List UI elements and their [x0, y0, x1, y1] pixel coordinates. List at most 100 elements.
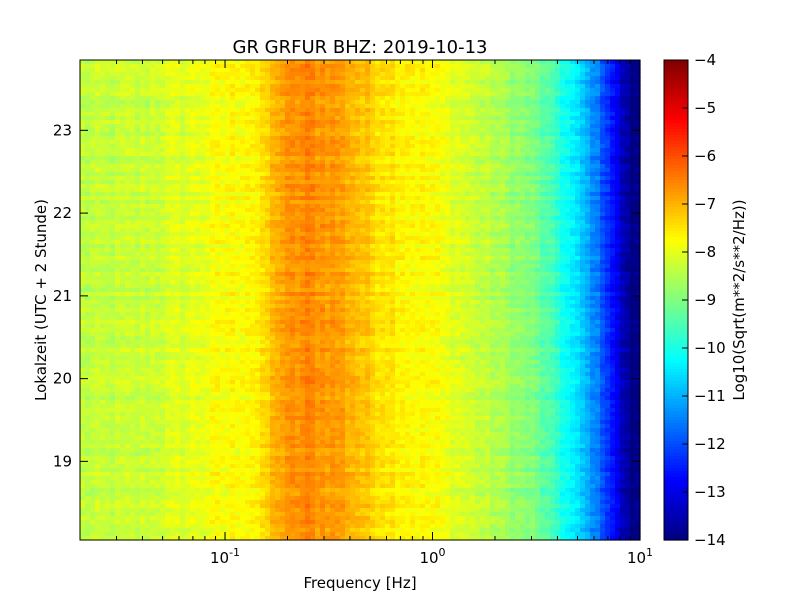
heatmap-cell — [630, 148, 636, 153]
heatmap-cell — [90, 184, 96, 189]
heatmap-cell — [470, 188, 476, 193]
heatmap-cell — [115, 112, 121, 117]
heatmap-cell — [365, 92, 371, 97]
heatmap-cell — [395, 200, 401, 205]
heatmap-cell — [240, 84, 246, 89]
heatmap-cell — [425, 208, 431, 213]
heatmap-cell — [160, 64, 166, 69]
heatmap-cell — [445, 84, 451, 89]
heatmap-cell — [180, 228, 186, 233]
heatmap-cell — [500, 84, 506, 89]
heatmap-cell — [270, 72, 276, 77]
heatmap-cell — [80, 176, 86, 181]
heatmap-cell — [315, 108, 321, 113]
heatmap-cell — [340, 232, 346, 237]
heatmap-cell — [370, 108, 376, 113]
heatmap-cell — [310, 212, 316, 217]
heatmap-cell — [545, 100, 551, 105]
heatmap-cell — [235, 188, 241, 193]
heatmap-cell — [125, 172, 131, 177]
heatmap-cell — [395, 228, 401, 233]
heatmap-cell — [610, 180, 616, 185]
heatmap-cell — [180, 100, 186, 105]
heatmap-cell — [375, 128, 381, 133]
heatmap-cell — [80, 72, 86, 77]
heatmap-cell — [330, 64, 336, 69]
heatmap-cell — [620, 208, 626, 213]
heatmap-cell — [190, 160, 196, 165]
heatmap-cell — [320, 132, 326, 137]
heatmap-cell — [150, 108, 156, 113]
heatmap-cell — [170, 236, 176, 241]
heatmap-cell — [275, 72, 281, 77]
heatmap-cell — [150, 152, 156, 157]
heatmap-cell — [500, 132, 506, 137]
heatmap-cell — [185, 92, 191, 97]
heatmap-cell — [165, 84, 171, 89]
heatmap-cell — [220, 164, 226, 169]
heatmap-cell — [505, 164, 511, 169]
heatmap-cell — [390, 128, 396, 133]
heatmap-cell — [430, 224, 436, 229]
heatmap-cell — [430, 148, 436, 153]
heatmap-cell — [595, 220, 601, 225]
heatmap-cell — [155, 188, 161, 193]
heatmap-cell — [190, 172, 196, 177]
heatmap-cell — [415, 152, 421, 157]
heatmap-cell — [260, 172, 266, 177]
heatmap-cell — [290, 144, 296, 149]
heatmap-cell — [350, 124, 356, 129]
heatmap-cell — [615, 232, 621, 237]
heatmap-cell — [305, 108, 311, 113]
heatmap-cell — [495, 180, 501, 185]
heatmap-cell — [465, 196, 471, 201]
heatmap-cell — [345, 76, 351, 81]
heatmap-cell — [425, 112, 431, 117]
heatmap-cell — [450, 144, 456, 149]
heatmap-cell — [530, 116, 536, 121]
heatmap-cell — [190, 136, 196, 141]
heatmap-cell — [245, 160, 251, 165]
heatmap-cell — [505, 204, 511, 209]
heatmap-cell — [460, 120, 466, 125]
heatmap-cell — [80, 124, 86, 129]
heatmap-cell — [185, 168, 191, 173]
heatmap-cell — [615, 104, 621, 109]
heatmap-cell — [295, 208, 301, 213]
heatmap-cell — [565, 212, 571, 217]
heatmap-cell — [190, 148, 196, 153]
heatmap-cell — [220, 156, 226, 161]
heatmap-cell — [95, 164, 101, 169]
heatmap-cell — [270, 152, 276, 157]
heatmap-cell — [220, 232, 226, 237]
heatmap-cell — [185, 160, 191, 165]
heatmap-cell — [220, 100, 226, 105]
heatmap-cell — [110, 104, 116, 109]
heatmap-cell — [580, 204, 586, 209]
heatmap-cell — [560, 176, 566, 181]
heatmap-cell — [250, 216, 256, 221]
heatmap-cell — [265, 164, 271, 169]
heatmap-cell — [145, 124, 151, 129]
heatmap-cell — [370, 68, 376, 73]
heatmap-cell — [545, 84, 551, 89]
heatmap-cell — [415, 72, 421, 77]
heatmap-cell — [380, 156, 386, 161]
heatmap-cell — [320, 68, 326, 73]
heatmap-cell — [335, 60, 341, 65]
heatmap-cell — [235, 140, 241, 145]
heatmap-cell — [80, 216, 86, 221]
heatmap-cell — [345, 120, 351, 125]
heatmap-cell — [615, 188, 621, 193]
heatmap-cell — [595, 168, 601, 173]
heatmap-cell — [185, 124, 191, 129]
heatmap-cell — [525, 228, 531, 233]
heatmap-cell — [125, 168, 131, 173]
heatmap-cell — [565, 108, 571, 113]
heatmap-cell — [270, 80, 276, 85]
heatmap-cell — [390, 212, 396, 217]
heatmap-cell — [255, 128, 261, 133]
heatmap-cell — [515, 224, 521, 229]
heatmap-cell — [525, 184, 531, 189]
heatmap-cell — [345, 112, 351, 117]
